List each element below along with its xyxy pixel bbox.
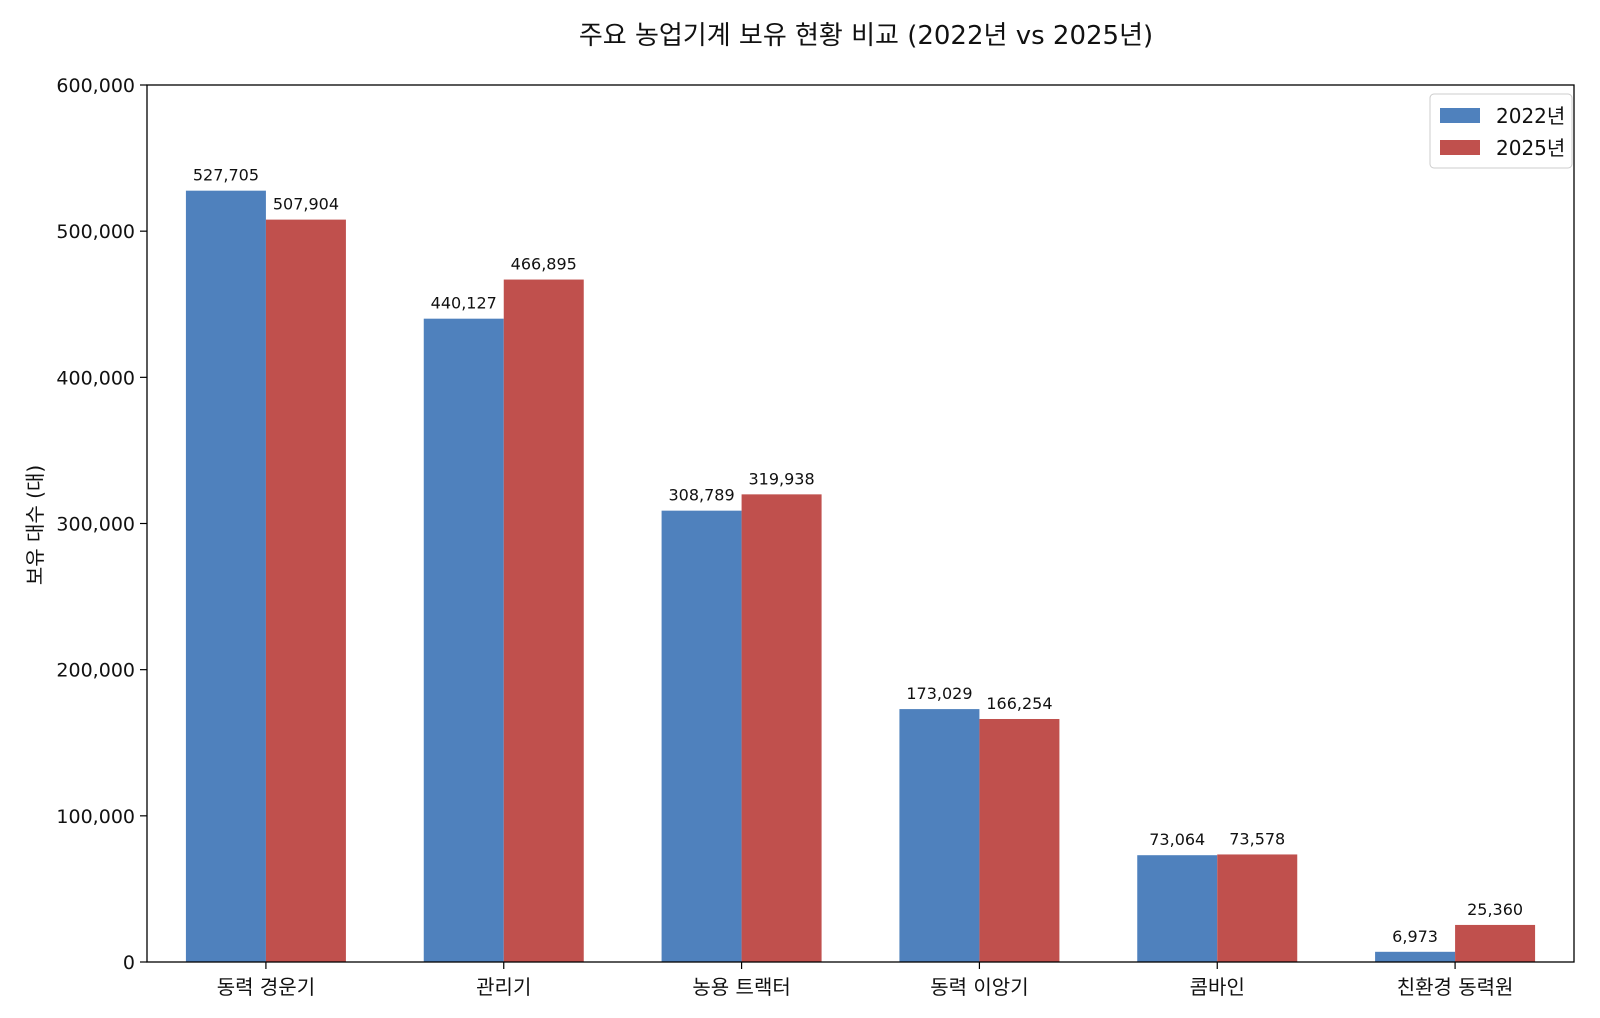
x-tick-label: 동력 경운기 — [217, 975, 315, 999]
y-tick-label: 600,000 — [56, 75, 135, 97]
legend-label: 2022년 — [1496, 104, 1565, 128]
y-tick-label: 200,000 — [56, 660, 135, 682]
data-label: 466,895 — [511, 255, 577, 274]
y-tick-label: 400,000 — [56, 367, 135, 389]
legend-label: 2025년 — [1496, 136, 1565, 160]
bar-2025 — [1455, 924, 1536, 962]
data-label: 440,127 — [431, 294, 497, 313]
x-tick-label: 관리기 — [476, 975, 531, 999]
plot-area: 0 100,000 200,000 300,000 400,000 500,000 600,… — [56, 75, 1575, 999]
bar-2025 — [265, 219, 346, 962]
data-label: 507,904 — [273, 195, 339, 214]
bar-2022 — [185, 190, 266, 962]
data-label: 6,973 — [1392, 927, 1438, 946]
y-tick-label: 100,000 — [56, 806, 135, 828]
data-label: 25,360 — [1467, 900, 1523, 919]
bar-2022 — [1375, 951, 1456, 962]
legend-swatch-2022 — [1440, 108, 1480, 123]
x-tick-label: 농용 트랙터 — [692, 975, 790, 999]
data-label: 527,705 — [193, 166, 259, 185]
chart-title: 주요 농업기계 보유 현황 비교 (2022년 vs 2025년) — [579, 21, 1153, 51]
bar-2022 — [1137, 855, 1218, 962]
data-label: 166,254 — [986, 694, 1052, 713]
plot-frame — [146, 84, 1575, 963]
y-tick-label: 300,000 — [56, 514, 135, 536]
bar-2022 — [423, 318, 504, 962]
y-tick-label: 500,000 — [56, 221, 135, 243]
bar-2025 — [503, 279, 584, 962]
data-label: 73,578 — [1229, 829, 1285, 848]
legend-swatch-2025 — [1440, 140, 1480, 155]
x-tick-label: 친환경 동력원 — [1397, 975, 1514, 999]
data-label: 308,789 — [668, 486, 734, 505]
x-tick-label: 동력 이앙기 — [930, 975, 1028, 999]
legend: 2022년 2025년 — [1429, 93, 1573, 169]
x-tick-label: 콤바인 — [1190, 975, 1245, 999]
data-label: 73,064 — [1149, 830, 1205, 849]
data-label: 173,029 — [906, 684, 972, 703]
y-axis-label: 보유 대수 (대) — [23, 465, 47, 585]
y-tick-label: 0 — [123, 952, 135, 974]
bar-2025 — [1217, 854, 1298, 962]
bar-2022 — [899, 709, 980, 962]
bar-2025 — [741, 494, 822, 962]
data-label: 319,938 — [748, 469, 814, 488]
bar-2025 — [979, 718, 1060, 962]
bar-2022 — [661, 510, 742, 962]
